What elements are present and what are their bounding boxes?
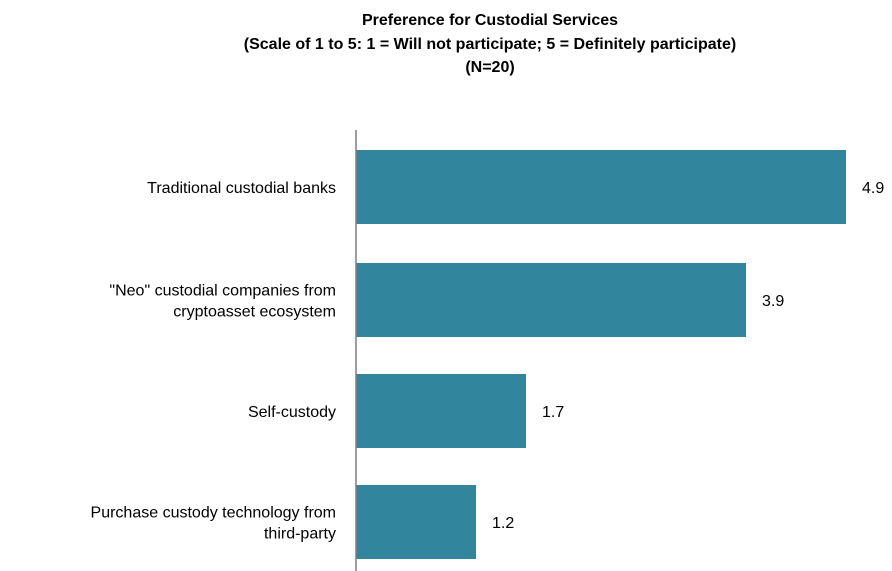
bar-4 — [356, 485, 476, 559]
value-label-1: 4.9 — [862, 180, 884, 197]
chart-title-line-1: Preference for Custodial Services — [362, 12, 618, 29]
bars — [356, 150, 846, 559]
value-label-4: 1.2 — [492, 515, 514, 532]
chart-title: Preference for Custodial Services (Scale … — [244, 12, 736, 76]
category-label-1: Traditional custodial banks — [147, 180, 336, 197]
bar-3 — [356, 374, 526, 448]
category-label-2-line-2: cryptoasset ecosystem — [173, 304, 336, 321]
value-labels: 4.9 3.9 1.7 1.2 — [492, 180, 884, 532]
category-labels: Traditional custodial banks "Neo" custodi… — [91, 180, 336, 543]
category-label-2-line-1: "Neo" custodial companies from — [109, 283, 336, 300]
chart-title-line-3: (N=20) — [465, 59, 514, 76]
category-label-4-line-1: Purchase custody technology from — [91, 505, 336, 522]
bar-2 — [356, 263, 746, 337]
category-label-4-line-2: third-party — [264, 526, 336, 543]
chart-title-line-2: (Scale of 1 to 5: 1 = Will not participa… — [244, 36, 736, 53]
value-label-3: 1.7 — [542, 404, 564, 421]
bar-1 — [356, 150, 846, 224]
category-label-3: Self-custody — [248, 404, 336, 421]
value-label-2: 3.9 — [762, 293, 784, 310]
